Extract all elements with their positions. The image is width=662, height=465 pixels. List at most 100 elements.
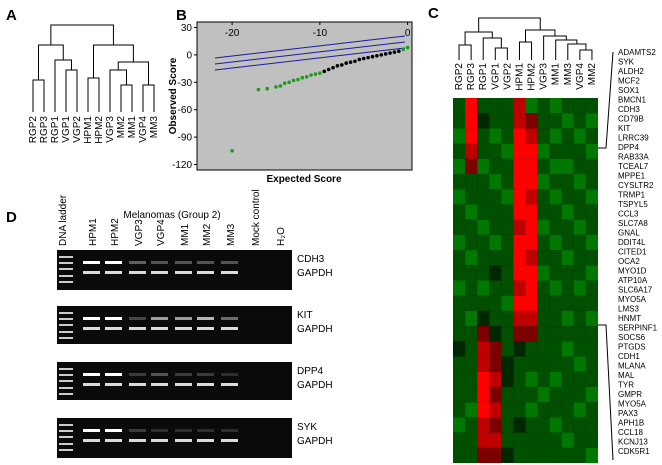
- heatmap-cell: [477, 98, 490, 114]
- bracket: [598, 324, 614, 461]
- sample-label: MM2: [587, 63, 598, 86]
- heatmap-cell: [489, 447, 502, 463]
- y-tick-label: -60: [178, 105, 193, 116]
- heatmap-cell: [585, 189, 598, 205]
- point: [318, 71, 322, 75]
- point: [370, 54, 375, 59]
- gene-label: ADAMTS2: [618, 48, 656, 57]
- point: [392, 50, 397, 54]
- leaf-label: RGP1: [50, 116, 61, 144]
- heatmap-cell: [465, 219, 478, 235]
- ladder-band: [59, 424, 73, 426]
- heatmap-cell: [489, 310, 502, 327]
- heatmap-cell: [585, 371, 598, 387]
- y-tick-label: -120: [172, 160, 192, 171]
- heatmap-cell: [501, 189, 514, 205]
- gel-band: [175, 373, 192, 376]
- gel-band: [221, 383, 238, 386]
- gene-label: APH1B: [618, 419, 644, 428]
- dendrogram-branch: [142, 84, 155, 112]
- gene-label: MPPE1: [618, 172, 646, 181]
- heatmap-cell: [465, 128, 478, 144]
- heatmap-cell: [525, 341, 538, 357]
- heatmap-cell: [549, 234, 562, 251]
- point: [309, 73, 313, 77]
- ladder-band: [59, 368, 73, 370]
- leaf-label: MM2: [116, 116, 127, 139]
- gel-band: [151, 439, 168, 442]
- gel-band: [129, 317, 146, 320]
- heatmap-cell: [513, 280, 526, 296]
- heatmap-cell: [477, 432, 490, 448]
- gel-image: [57, 362, 292, 400]
- heatmap-cell: [549, 189, 562, 205]
- heatmap-cell: [489, 356, 502, 372]
- gel-band: [175, 261, 192, 264]
- heatmap-cell: [477, 158, 490, 175]
- heatmap-cell: [477, 128, 490, 144]
- sample-label: HPM2: [527, 63, 538, 91]
- heatmap-cell: [537, 326, 550, 342]
- heatmap-cell: [465, 417, 478, 433]
- sample-label: VGP1: [490, 63, 501, 90]
- heatmap-cell: [561, 265, 574, 281]
- heatmap-cell: [561, 234, 574, 251]
- heatmap-cell: [453, 295, 466, 311]
- heatmap-cell: [453, 371, 466, 387]
- heatmap-cell: [477, 219, 490, 235]
- heatmap-cell: [501, 417, 514, 433]
- heatmap-cell: [585, 402, 598, 418]
- heatmap-cell: [561, 341, 574, 357]
- heatmap-cell: [561, 417, 574, 433]
- heatmap-cell: [573, 204, 586, 220]
- heatmap-cell: [513, 432, 526, 448]
- point: [296, 77, 300, 82]
- sample-label: RGP2: [454, 63, 465, 91]
- heatmap-cell: [561, 310, 574, 327]
- leaf-label: RGP2: [28, 116, 39, 144]
- gel-band: [129, 439, 146, 442]
- heatmap-cell: [489, 341, 502, 357]
- heatmap-cell: [465, 265, 478, 281]
- heatmap-cell: [561, 158, 574, 175]
- heatmap-cell: [525, 280, 538, 296]
- gel-band: [197, 271, 214, 274]
- lane-label: VGP4: [156, 219, 167, 246]
- lane-label: MM3: [226, 223, 237, 246]
- gene-label: CITED1: [618, 248, 647, 257]
- point: [278, 84, 283, 88]
- heatmap-cell: [537, 250, 550, 266]
- heatmap-cell: [561, 174, 574, 190]
- heatmap-cell: [489, 128, 502, 144]
- heatmap-cell: [537, 204, 550, 220]
- gel-band: [151, 383, 168, 386]
- heatmap-cell: [477, 143, 490, 159]
- point: [300, 75, 305, 80]
- gel-band: [83, 317, 100, 320]
- heatmap-cell: [513, 326, 526, 342]
- leaf-label: VGP1: [61, 116, 72, 143]
- heatmap-cell: [585, 356, 598, 372]
- dendrogram-branch: [120, 84, 133, 112]
- sample-label: VGP2: [502, 63, 513, 90]
- target-label: SYK: [297, 422, 317, 433]
- heatmap-cell: [525, 189, 538, 205]
- heatmap-cell: [561, 295, 574, 311]
- heatmap-cell: [465, 356, 478, 372]
- heatmap-cell: [465, 280, 478, 296]
- heatmap-cell: [549, 158, 562, 175]
- gel-band: [151, 429, 168, 432]
- heatmap-cell: [585, 326, 598, 342]
- heatmap-cell: [537, 158, 550, 175]
- target-label: KIT: [297, 310, 313, 321]
- heatmap-cell: [501, 432, 514, 448]
- heatmap-cell: [585, 265, 598, 281]
- heatmap-cell: [537, 310, 550, 327]
- heatmap-cell: [525, 234, 538, 251]
- gel-band: [197, 327, 214, 330]
- gel-image: [57, 418, 292, 458]
- dendrogram-branch: [458, 44, 472, 60]
- heatmap-cell: [513, 219, 526, 235]
- leaf-label: VGP4: [138, 116, 149, 143]
- heatmap-cell: [453, 402, 466, 418]
